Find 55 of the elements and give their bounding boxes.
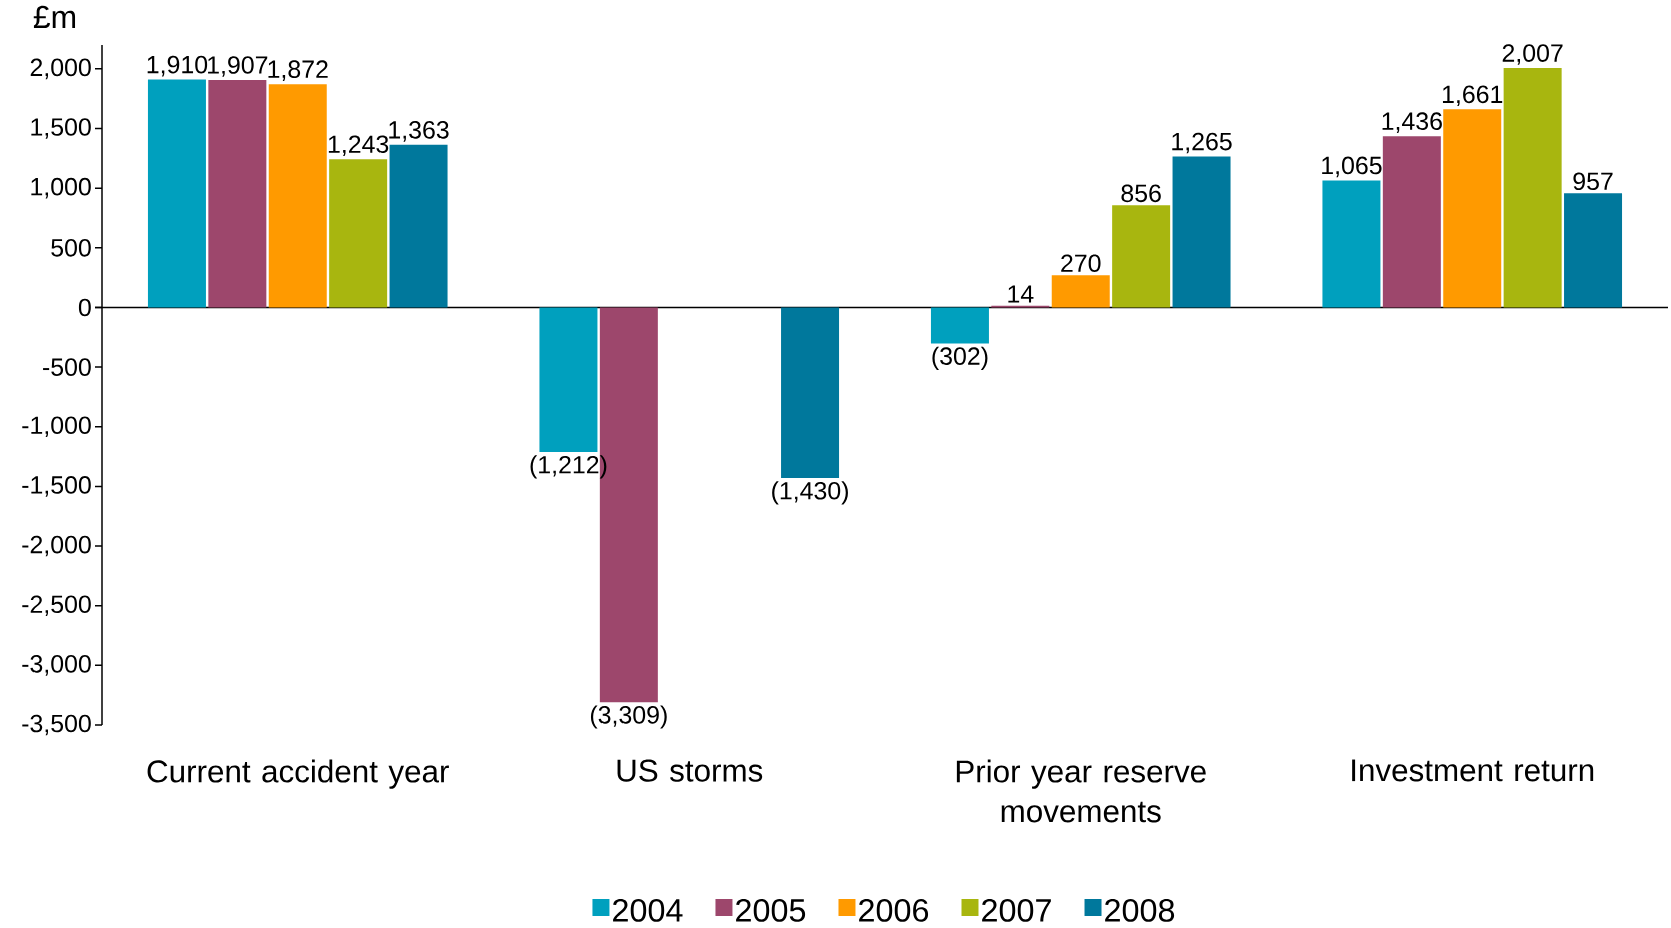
- data-label: 1,243: [328, 135, 389, 156]
- y-tick-label: 0: [78, 298, 91, 317]
- data-label: 1,907: [208, 56, 268, 77]
- legend-label: 2007: [982, 898, 1051, 922]
- bar: [781, 307, 840, 479]
- x-tick-label: Prior year reserve movements: [956, 759, 1206, 823]
- y-tick-label: 500: [51, 238, 91, 257]
- data-label: 1,065: [1322, 156, 1382, 178]
- y-tick-label: -1,500: [22, 476, 91, 497]
- bar: [1051, 275, 1110, 308]
- data-label: 1,872: [268, 60, 328, 81]
- bar: [268, 84, 327, 308]
- data-label: (1,430): [772, 481, 848, 505]
- bar: [539, 307, 598, 453]
- y-tick-label: 1,000: [31, 177, 91, 199]
- bar: [389, 144, 448, 308]
- data-label: 1,265: [1172, 132, 1232, 154]
- data-label: 2,007: [1502, 44, 1563, 65]
- y-tick-label: -3,500: [22, 714, 91, 736]
- legend-label: 2005: [736, 898, 806, 922]
- y-tick-label: 1,500: [31, 118, 91, 139]
- bar: [1112, 205, 1171, 308]
- y-tick-label: -1,000: [22, 416, 91, 438]
- bar: [147, 79, 206, 308]
- y-tick-label: -3,000: [22, 655, 91, 676]
- data-label: 270: [1061, 254, 1101, 273]
- y-tick-label: -2,500: [22, 595, 91, 616]
- legend-label: 2006: [859, 898, 929, 922]
- data-label: 957: [1573, 172, 1613, 191]
- data-label: 1,910: [147, 55, 208, 77]
- bar: [930, 307, 989, 344]
- data-label: (3,309): [590, 705, 667, 729]
- y-tick-label: -500: [43, 358, 91, 376]
- bar: [329, 159, 388, 308]
- bar: [1443, 109, 1502, 308]
- bar: [1322, 180, 1381, 308]
- data-label: 14: [1008, 285, 1034, 303]
- data-label: 1,661: [1442, 85, 1503, 107]
- data-label: 856: [1121, 184, 1161, 203]
- y-tick-label: -2,000: [22, 535, 91, 557]
- data-label: (302): [932, 346, 988, 370]
- x-tick-label: US storms: [617, 759, 763, 782]
- y-axis-title: £m: [33, 5, 76, 28]
- bar: [1564, 193, 1623, 308]
- x-tick-label: Investment return: [1352, 759, 1594, 782]
- bar: [1172, 156, 1231, 308]
- legend-label: 2004: [613, 898, 683, 922]
- data-label: 1,363: [389, 121, 449, 142]
- y-tick-label: 2,000: [30, 58, 91, 80]
- bar: [1503, 68, 1562, 308]
- legend-label: 2008: [1105, 898, 1175, 922]
- bar: [1382, 136, 1441, 308]
- bar: [208, 79, 267, 308]
- data-label: 1,436: [1382, 112, 1442, 133]
- x-tick-label: Current accident year: [147, 759, 449, 789]
